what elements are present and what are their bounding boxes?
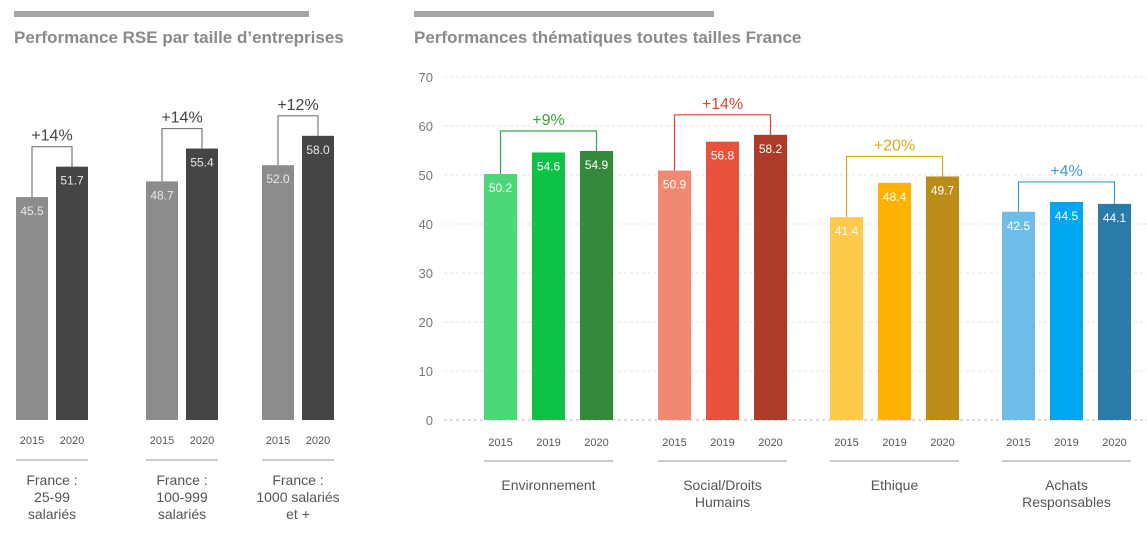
year-label: 2015 xyxy=(266,435,290,447)
data-label: 51.7 xyxy=(60,174,84,188)
y-tick-label: 50 xyxy=(419,168,433,183)
group-label: 25-99 xyxy=(34,489,70,505)
y-tick-label: 60 xyxy=(419,119,433,134)
change-bracket xyxy=(161,127,203,182)
change-label: +12% xyxy=(277,97,318,114)
data-label: 52.0 xyxy=(266,172,290,186)
y-tick-label: 0 xyxy=(426,413,433,428)
year-label: 2019 xyxy=(710,437,734,449)
group-label: et + xyxy=(286,506,310,522)
group-label: 1000 salariés xyxy=(256,489,339,505)
year-label: 2020 xyxy=(930,437,954,449)
data-label: 50.2 xyxy=(489,181,513,195)
change-label: +20% xyxy=(874,137,915,154)
year-label: 2020 xyxy=(306,435,330,447)
year-label: 2015 xyxy=(150,435,174,447)
change-label: +9% xyxy=(532,112,564,129)
year-label: 2020 xyxy=(190,435,214,447)
bar xyxy=(580,150,613,421)
bar xyxy=(146,181,178,420)
bar xyxy=(754,134,787,420)
bar xyxy=(262,165,294,420)
y-tick-label: 70 xyxy=(419,70,433,85)
group-label: Responsables xyxy=(1022,494,1111,510)
data-label: 55.4 xyxy=(190,156,214,170)
bar xyxy=(706,141,739,420)
data-label: 41.4 xyxy=(835,224,859,238)
bar xyxy=(878,182,911,420)
group-label: Achats xyxy=(1045,477,1088,493)
year-label: 2015 xyxy=(488,437,512,449)
bar xyxy=(658,170,691,420)
bar xyxy=(1050,201,1083,420)
data-label: 54.6 xyxy=(537,159,561,173)
group-label: Humains xyxy=(695,494,750,510)
data-label: 42.5 xyxy=(1007,219,1031,233)
group-label: Social/Droits xyxy=(683,477,762,493)
change-bracket xyxy=(499,130,598,175)
y-tick-label: 40 xyxy=(419,217,433,232)
year-label: 2015 xyxy=(20,435,44,447)
data-label: 48.7 xyxy=(150,188,174,202)
y-tick-label: 10 xyxy=(419,364,433,379)
right-chart-title: Performances thématiques toutes tailles … xyxy=(414,28,802,47)
data-label: 49.7 xyxy=(931,183,955,197)
year-label: 2020 xyxy=(60,435,84,447)
group-label: Ethique xyxy=(871,477,919,493)
bar xyxy=(926,176,959,420)
bar xyxy=(186,148,218,421)
left-chart-title: Performance RSE par taille d’entreprises xyxy=(14,28,344,47)
group-label: salariés xyxy=(158,506,206,522)
bar xyxy=(302,135,334,421)
bar xyxy=(16,197,48,420)
change-bracket xyxy=(277,115,319,166)
data-label: 58.0 xyxy=(306,143,330,157)
group-label: Environnement xyxy=(501,477,595,493)
data-label: 54.9 xyxy=(585,158,609,172)
group-label: France : xyxy=(156,472,207,488)
change-bracket xyxy=(1017,181,1116,212)
bar xyxy=(1098,203,1131,420)
group-label: France : xyxy=(272,472,323,488)
year-label: 2015 xyxy=(1006,437,1030,449)
data-label: 50.9 xyxy=(663,178,687,192)
year-label: 2020 xyxy=(758,437,782,449)
year-label: 2020 xyxy=(584,437,608,449)
bar xyxy=(532,152,565,420)
bar xyxy=(56,166,88,420)
year-label: 2015 xyxy=(834,437,858,449)
change-label: +14% xyxy=(161,110,202,127)
year-label: 2020 xyxy=(1102,437,1126,449)
group-label: salariés xyxy=(28,506,76,522)
data-label: 44.5 xyxy=(1055,209,1079,223)
data-label: 48.4 xyxy=(883,190,907,204)
change-bracket xyxy=(845,155,944,218)
y-tick-label: 20 xyxy=(419,315,433,330)
change-label: +14% xyxy=(702,96,743,113)
data-label: 45.5 xyxy=(20,204,44,218)
group-label: France : xyxy=(26,472,77,488)
y-tick-label: 30 xyxy=(419,266,433,281)
year-label: 2019 xyxy=(536,437,560,449)
year-label: 2019 xyxy=(882,437,906,449)
year-label: 2015 xyxy=(662,437,686,449)
bar xyxy=(484,174,517,420)
change-bracket xyxy=(31,146,73,198)
year-label: 2019 xyxy=(1054,437,1078,449)
left-panel-title-bar xyxy=(14,11,309,17)
data-label: 44.1 xyxy=(1103,211,1127,225)
group-label: 100-999 xyxy=(156,489,208,505)
change-bracket xyxy=(673,114,772,171)
bar xyxy=(1002,211,1035,420)
data-label: 56.8 xyxy=(711,149,735,163)
change-label: +14% xyxy=(31,128,72,145)
data-label: 58.2 xyxy=(759,142,783,156)
change-label: +4% xyxy=(1050,163,1082,180)
bar xyxy=(830,217,863,420)
right-panel-title-bar xyxy=(414,11,714,17)
